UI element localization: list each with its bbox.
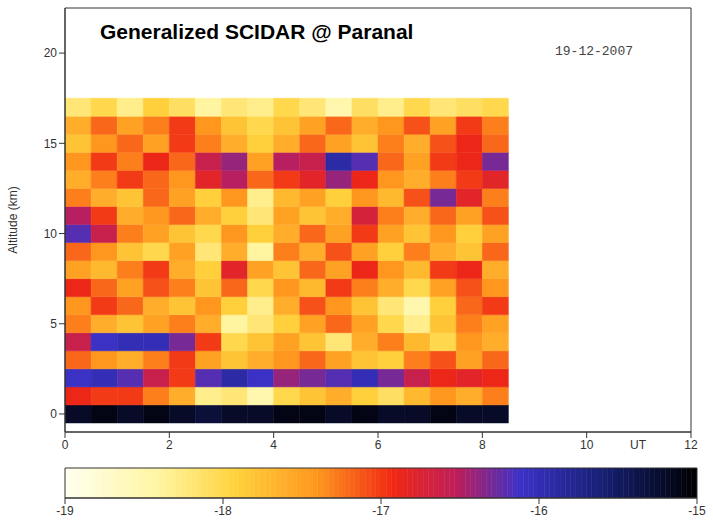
html-text:UT: UT — [630, 438, 646, 452]
svg-text:4: 4 — [270, 438, 277, 452]
svg-text:-18: -18 — [214, 504, 232, 518]
svg-text:10: 10 — [580, 438, 594, 452]
svg-text:0: 0 — [50, 407, 57, 421]
svg-text:20: 20 — [44, 46, 58, 60]
svg-text:-17: -17 — [372, 504, 390, 518]
svg-text:-16: -16 — [530, 504, 548, 518]
svg-text:15: 15 — [44, 137, 58, 151]
svg-text:Altitude (km): Altitude (km) — [6, 186, 20, 253]
svg-text:5: 5 — [50, 317, 57, 331]
svg-text:12: 12 — [684, 438, 698, 452]
svg-text:0: 0 — [62, 438, 69, 452]
svg-text:-15: -15 — [688, 504, 706, 518]
svg-text:-19: -19 — [56, 504, 74, 518]
svg-text:10: 10 — [44, 227, 58, 241]
html-text:Generalized SCIDAR @ Paranal: Generalized SCIDAR @ Paranal — [100, 20, 414, 43]
svg-text:8: 8 — [479, 438, 486, 452]
svg-text:2: 2 — [166, 438, 173, 452]
html-text:19-12-2007: 19-12-2007 — [555, 44, 633, 59]
svg-text:6: 6 — [375, 438, 382, 452]
